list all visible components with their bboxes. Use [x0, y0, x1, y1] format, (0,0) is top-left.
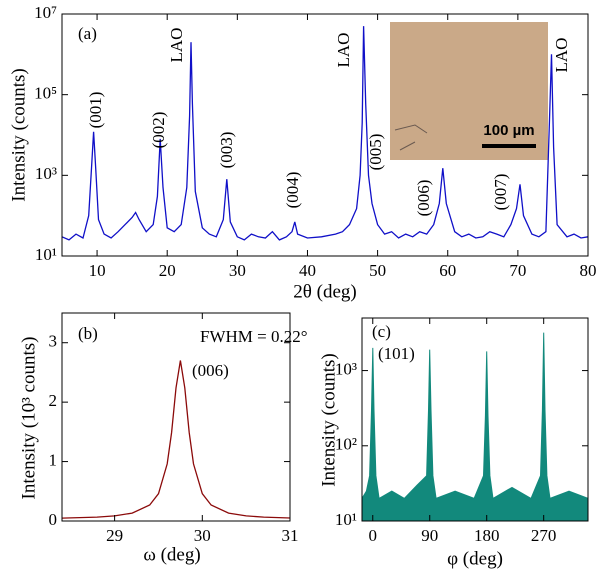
x-tick-label: 80: [580, 261, 597, 280]
inset-image: [390, 22, 548, 160]
x-axis-label: ω (deg): [143, 544, 200, 565]
annotation: (007): [491, 174, 510, 211]
x-tick-label: 29: [106, 526, 123, 545]
annotation: LAO: [334, 33, 353, 68]
x-tick-label: 60: [439, 261, 456, 280]
y-tick-label: 2: [49, 391, 58, 410]
annotation: LAO: [167, 28, 186, 63]
x-tick-label: 10: [89, 261, 106, 280]
y-tick-label: 10⁵: [34, 84, 57, 103]
y-axis-label: Intensity (10³ counts): [18, 337, 39, 500]
x-tick-label: 30: [229, 261, 246, 280]
annotation: (006): [192, 361, 229, 380]
plot-frame: [61, 13, 589, 257]
y-tick-label: 1: [49, 450, 58, 469]
x-axis-label: 2θ (deg): [293, 281, 356, 302]
y-tick-label: 10⁷: [34, 3, 57, 22]
annotation: (004): [283, 172, 302, 209]
y-tick-label: 10³: [335, 359, 357, 378]
x-tick-label: 31: [282, 526, 299, 545]
x-tick-label: 40: [299, 261, 316, 280]
annotation: (101): [378, 344, 415, 363]
line: [61, 26, 589, 241]
y-tick-label: 10¹: [35, 245, 57, 264]
x-axis-label: φ (deg): [447, 548, 503, 569]
y-tick-label: 10³: [35, 164, 57, 183]
plot-frame: [361, 317, 589, 522]
y-tick-label: 10¹: [335, 510, 357, 529]
x-tick-label: 20: [159, 261, 176, 280]
annotation: (003): [217, 132, 236, 169]
annotation: (b): [78, 324, 98, 343]
x-tick-label: 30: [194, 526, 211, 545]
x-tick-label: 50: [369, 261, 386, 280]
annotation: (001): [86, 92, 105, 129]
y-tick-label: 3: [49, 332, 58, 351]
x-tick-label: 180: [474, 526, 500, 545]
x-tick-label: 70: [509, 261, 526, 280]
annotation: (a): [78, 24, 97, 43]
x-tick-label: 270: [531, 526, 557, 545]
y-axis-label: Intensity (counts): [8, 68, 29, 202]
scale-label: 100 µm: [483, 122, 534, 139]
annotation: (005): [366, 134, 385, 171]
y-tick-label: 0: [49, 510, 58, 529]
x-tick-label: 90: [421, 526, 438, 545]
x-tick-label: 0: [369, 526, 378, 545]
area: [361, 332, 589, 522]
y-tick-label: 10²: [335, 435, 357, 454]
annotation: (006): [414, 180, 433, 217]
y-axis-label: Intensity (counts): [318, 353, 339, 487]
annotation: FWHM = 0.22°: [200, 327, 308, 346]
inset-detail: [394, 124, 428, 151]
line: [61, 360, 291, 519]
annotation: LAO: [552, 38, 571, 73]
plot-frame: [61, 312, 291, 522]
annotation: (c): [372, 322, 391, 341]
annotation: (002): [149, 112, 168, 149]
